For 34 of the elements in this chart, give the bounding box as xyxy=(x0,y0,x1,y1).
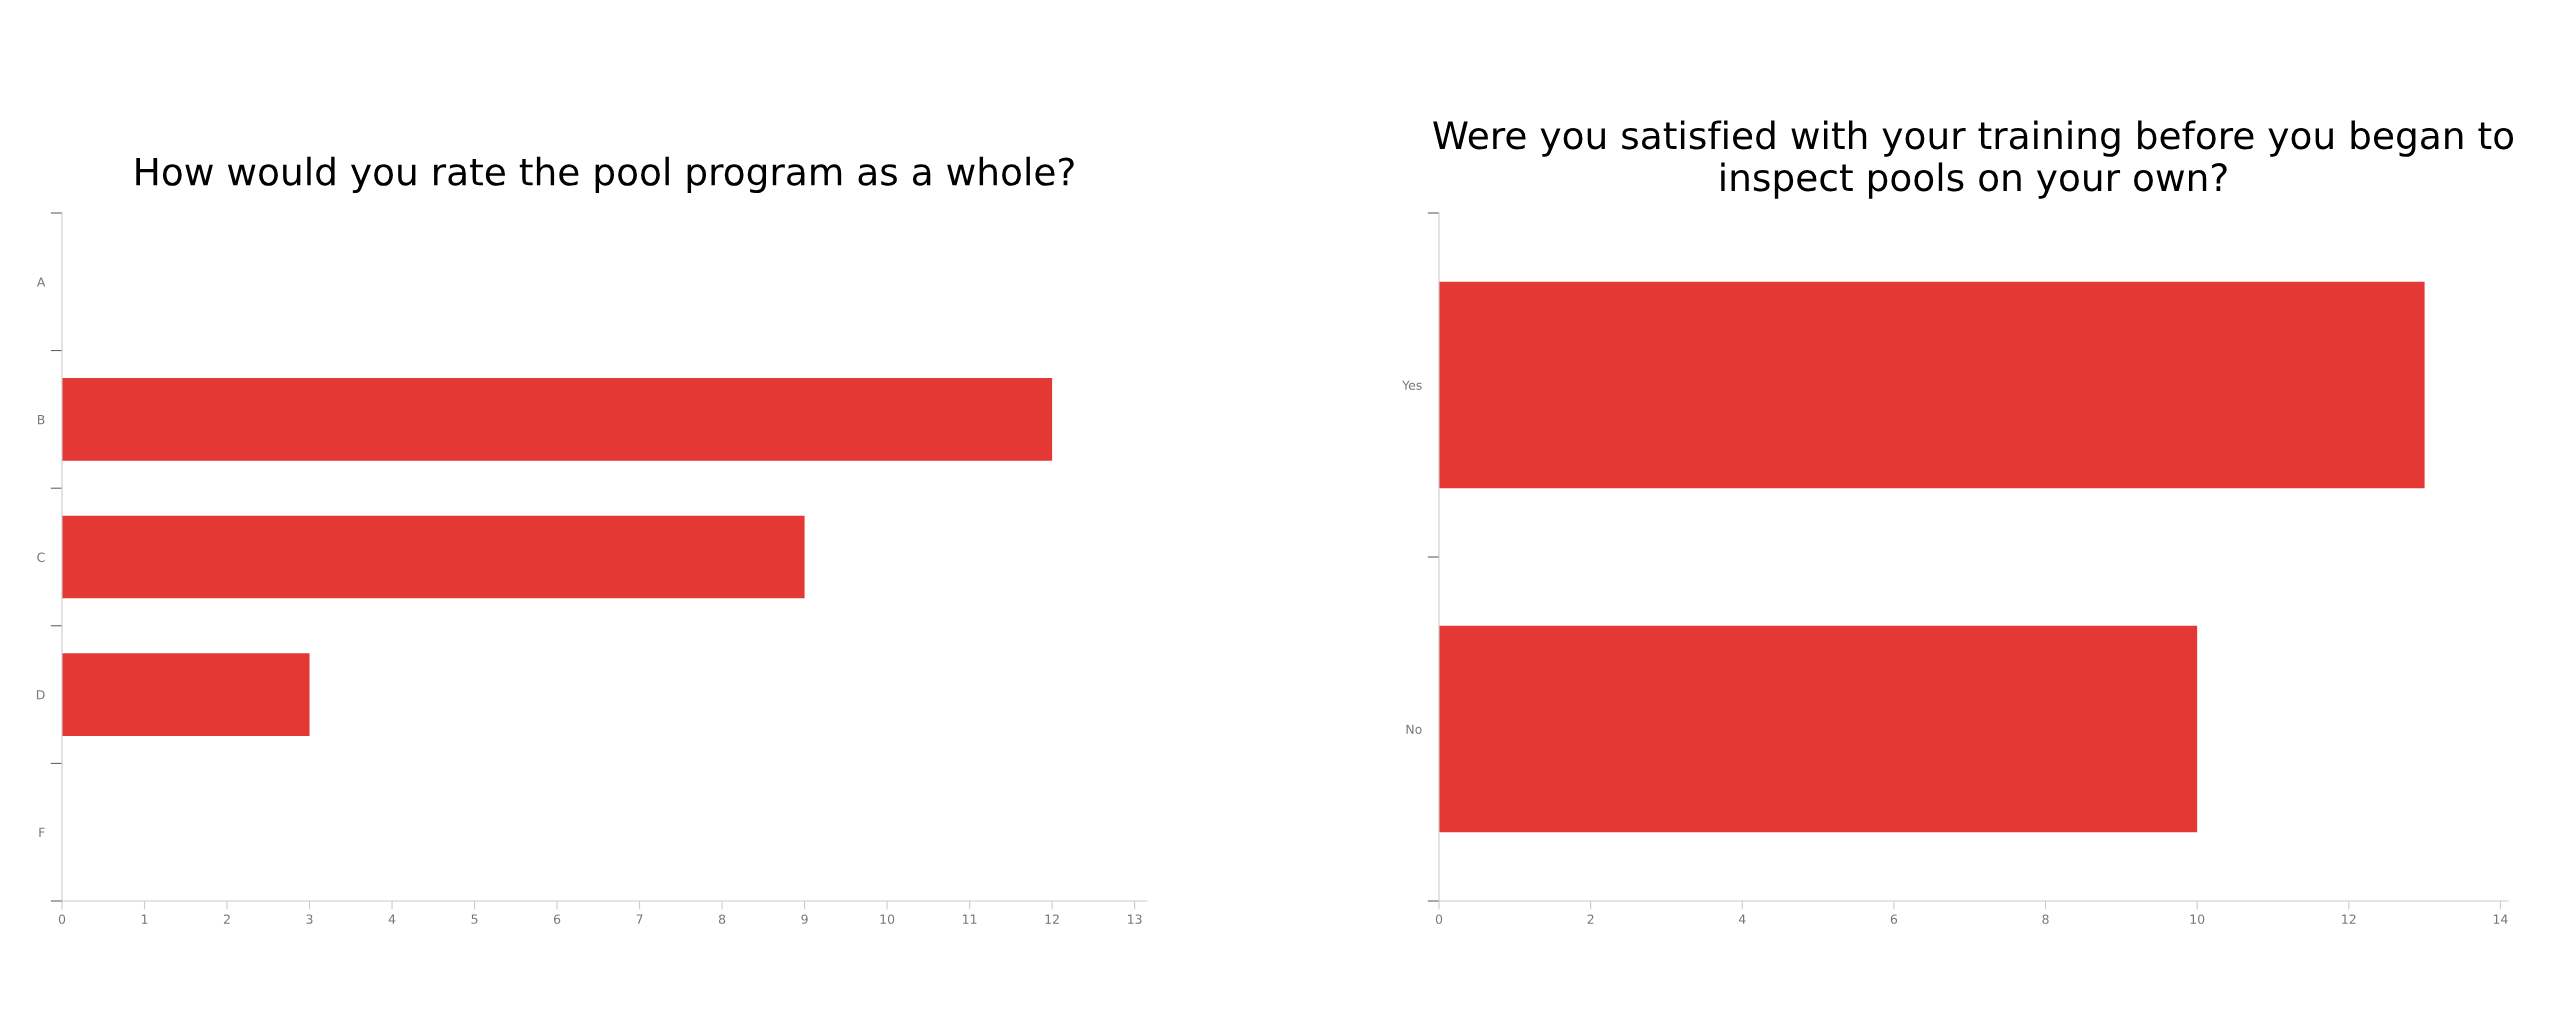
x-tick-label: 3 xyxy=(306,914,313,924)
x-tick-label: 4 xyxy=(1738,914,1746,924)
x-tick-label: 2 xyxy=(223,914,230,924)
x-tick-label: 11 xyxy=(963,914,977,924)
x-tick-label: 12 xyxy=(2342,914,2356,924)
bar xyxy=(62,515,805,599)
x-tick-label: 8 xyxy=(718,914,726,924)
x-tick-label: 8 xyxy=(2042,914,2049,924)
y-tick-label: D xyxy=(36,690,45,700)
bar xyxy=(62,653,310,736)
x-tick-label: 14 xyxy=(2493,914,2508,924)
x-tick-label: 6 xyxy=(1890,914,1898,924)
x-tick-label: 10 xyxy=(880,914,895,924)
x-tick-label: 12 xyxy=(1045,914,1059,924)
x-tick-label: 0 xyxy=(58,914,66,924)
x-tick-label: 13 xyxy=(1128,914,1142,924)
x-tick-label: 6 xyxy=(553,914,561,924)
x-tick-label: 1 xyxy=(141,914,148,924)
y-tick-label: B xyxy=(37,415,45,425)
x-tick-label: 2 xyxy=(1587,914,1594,924)
chart-title: Were you satisfied with your training before you began to inspect pools on your own? xyxy=(1433,120,2514,199)
y-tick-label: Yes xyxy=(1402,380,1422,390)
y-tick-label: C xyxy=(37,552,45,562)
y-tick-label: F xyxy=(39,827,45,837)
x-tick-label: 7 xyxy=(636,914,643,924)
bar xyxy=(62,378,1053,461)
x-tick-label: 0 xyxy=(1435,914,1443,924)
y-tick-label: A xyxy=(36,277,46,287)
x-tick-label: 10 xyxy=(2190,914,2205,924)
chart-title: How would you rate the pool program as a whole? xyxy=(136,156,1074,194)
x-tick-label: 4 xyxy=(388,914,396,924)
x-tick-label: 5 xyxy=(471,914,478,924)
y-tick-label: No xyxy=(1406,724,1422,734)
x-tick-label: 9 xyxy=(801,914,808,924)
